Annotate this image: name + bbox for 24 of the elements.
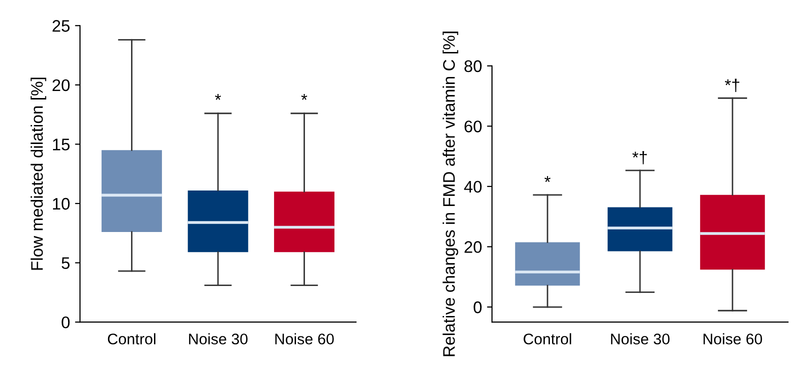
x-tick-label: Noise 60 — [704, 333, 762, 344]
y-tick-label: 40 — [464, 180, 482, 193]
x-tick-label: Noise 30 — [611, 333, 670, 344]
y-tick-label: 20 — [52, 79, 70, 92]
y-tick-label: 60 — [464, 120, 482, 132]
y-axis-title: Flow mediated dilation [%] — [30, 78, 46, 270]
x-tick-label: Control — [108, 333, 156, 344]
annotation: * — [301, 94, 308, 100]
y-tick-label: 20 — [464, 241, 482, 253]
y-tick-label: 25 — [52, 20, 70, 32]
annotation: *† — [724, 78, 740, 92]
x-tick-label: Noise 60 — [275, 333, 334, 344]
y-tick-label: 80 — [464, 60, 482, 72]
annotation: * — [544, 176, 550, 182]
y-tick-label: 0 — [474, 301, 482, 314]
x-tick-label: Noise 30 — [189, 333, 248, 344]
y-axis-title: Relative changes in FMD after vitamin C [%] — [442, 32, 458, 356]
annotation: *† — [632, 151, 647, 164]
annotation: * — [215, 94, 221, 100]
y-tick-label: 15 — [53, 138, 70, 150]
y-tick-label: 10 — [53, 198, 70, 210]
y-tick-label: 0 — [62, 316, 70, 328]
y-tick-label: 5 — [62, 257, 70, 269]
x-tick-label: Control — [524, 333, 572, 344]
